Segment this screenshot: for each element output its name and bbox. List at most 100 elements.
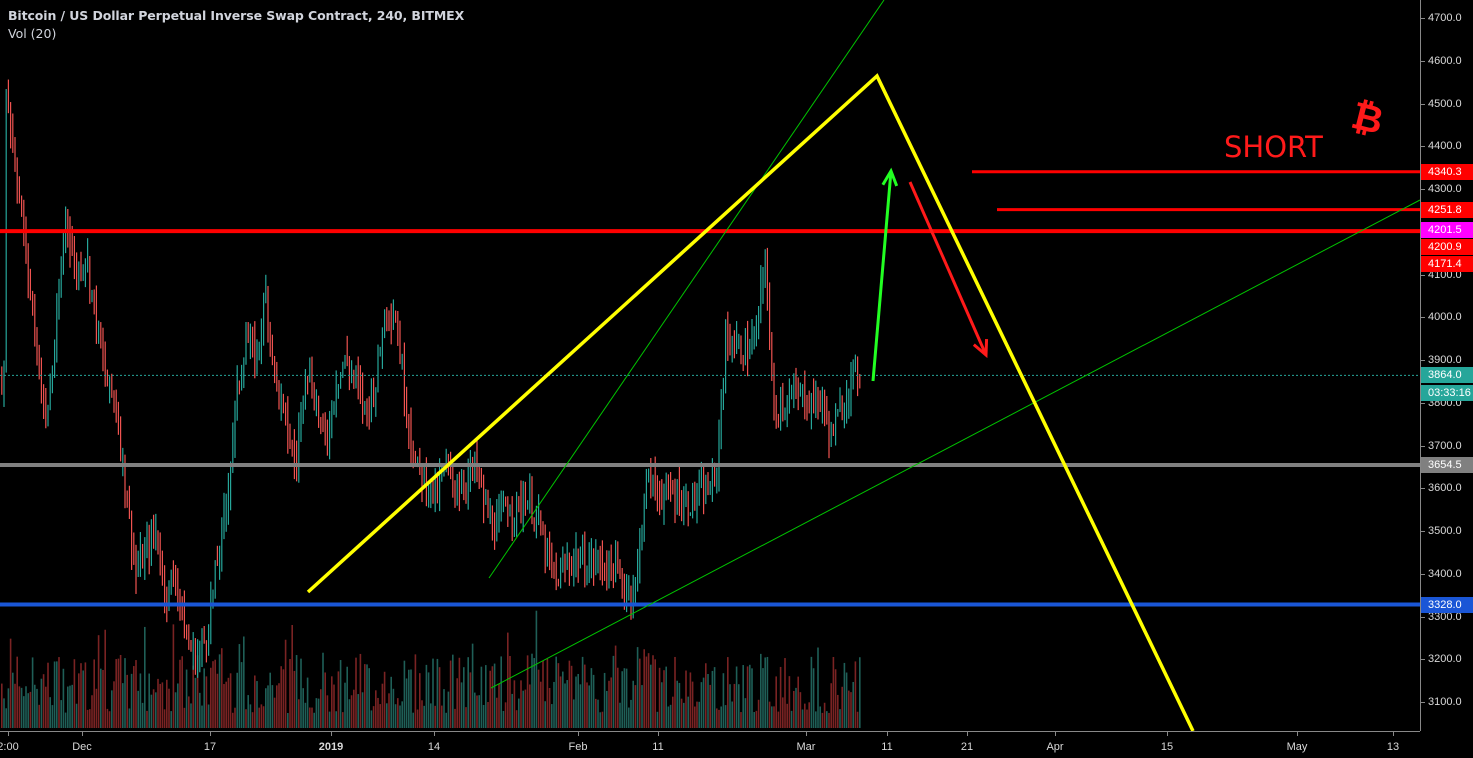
volume-bar <box>456 678 458 728</box>
candlestick-chart[interactable] <box>0 0 1420 731</box>
time-tick-label: Apr <box>1046 741 1064 753</box>
volume-bar <box>95 688 98 728</box>
volume-bar <box>390 676 392 728</box>
volume-bar <box>69 685 71 728</box>
volume-bar <box>566 680 568 728</box>
volume-bar <box>12 672 14 728</box>
time-tick-label: 17 <box>203 741 217 753</box>
volume-bar <box>581 656 584 728</box>
volume-bar <box>819 706 821 728</box>
volume-bar <box>612 655 615 728</box>
volume-bar <box>498 683 500 728</box>
volume-bar <box>166 679 168 728</box>
volume-bar <box>49 697 51 728</box>
volume-bar <box>524 689 527 728</box>
volume-bar <box>689 672 692 728</box>
volume-bar <box>236 672 238 728</box>
volume-bar <box>786 703 788 728</box>
volume-bar <box>86 709 89 728</box>
volume-bar <box>45 686 47 728</box>
volume-bar <box>744 698 747 728</box>
volume-bar <box>40 678 43 728</box>
volume-bar <box>718 709 720 728</box>
volume-bar <box>731 701 733 728</box>
volume-bar <box>529 684 531 728</box>
volume-bar <box>93 659 95 728</box>
volume-bar <box>839 709 841 728</box>
volume-bar <box>652 655 654 728</box>
volume-bar <box>746 666 749 728</box>
volume-bar <box>38 704 40 728</box>
volume-bar <box>410 669 412 728</box>
volume-bar <box>665 666 667 728</box>
volume-bar <box>749 664 751 728</box>
volume-bar <box>469 672 472 728</box>
volume-bar <box>106 708 109 728</box>
volume-bar <box>834 669 837 728</box>
price-tick-mark <box>1421 445 1425 447</box>
volume-bar <box>801 709 804 728</box>
volume-bar <box>137 690 139 728</box>
volume-bar <box>531 653 533 728</box>
volume-bar <box>128 708 131 728</box>
price-tick-mark <box>1421 531 1425 532</box>
price-tick-label: 3300.0 <box>1428 610 1462 623</box>
volume-bar <box>487 702 489 728</box>
volume-bar <box>676 680 678 728</box>
volume-bar <box>324 672 326 728</box>
volume-bar <box>355 657 357 728</box>
volume-bar <box>357 694 359 728</box>
volume-bar <box>326 695 329 728</box>
chart-pane[interactable]: Bitcoin / US Dollar Perpetual Inverse Sw… <box>0 0 1420 731</box>
volume-bar <box>480 666 483 728</box>
volume-bar <box>111 690 113 728</box>
volume-bar <box>122 683 124 728</box>
volume-bar <box>1 683 3 728</box>
volume-bar <box>661 682 663 728</box>
time-tick-mark <box>82 732 83 736</box>
time-tick-label: 15 <box>1160 741 1174 753</box>
volume-bar <box>293 670 296 728</box>
price-axis[interactable]: 4700.04600.04500.04400.04300.04200.04100… <box>1420 0 1473 731</box>
time-tick-mark <box>1167 732 1168 736</box>
volume-bar <box>238 644 241 728</box>
volume-bar <box>793 690 795 728</box>
volume-bar <box>80 663 82 728</box>
chart-title: Bitcoin / US Dollar Perpetual Inverse Sw… <box>8 8 465 23</box>
volume-bar <box>460 682 463 728</box>
volume-bar <box>511 693 513 728</box>
volume-bar <box>135 660 137 728</box>
volume-bar <box>445 712 447 728</box>
volume-bar <box>97 635 100 728</box>
price-tick-label: 4600.0 <box>1428 54 1462 67</box>
volume-indicator-label[interactable]: Vol (20) <box>8 26 57 41</box>
volume-bar <box>630 699 632 728</box>
volume-bar <box>113 681 115 728</box>
volume-bar <box>141 702 144 728</box>
volume-bar <box>333 684 335 728</box>
volume-bar <box>47 662 49 728</box>
volume-bar <box>553 681 555 728</box>
volume-bar <box>850 692 852 728</box>
price-tick-label: 3700.0 <box>1428 439 1462 452</box>
volume-bar <box>599 712 601 728</box>
volume-bar <box>841 686 843 728</box>
volume-bar <box>812 668 815 728</box>
volume-bar <box>379 704 381 728</box>
volume-bar <box>119 654 122 728</box>
volume-bar <box>799 692 802 728</box>
volume-bar <box>667 706 670 728</box>
time-axis[interactable]: 2:00 Dec 17 2019 14 Feb 11 Mar 11 21 Apr 15 May 13 <box>0 731 1420 758</box>
volume-bar <box>647 653 650 728</box>
volume-bar <box>9 638 12 728</box>
volume-bar <box>53 661 56 728</box>
volume-bar <box>218 654 221 728</box>
volume-bar <box>386 703 388 728</box>
volume-bar <box>575 676 577 728</box>
volume-bar <box>322 652 324 728</box>
volume-bar <box>240 662 243 728</box>
volume-bar <box>485 665 487 728</box>
volume-bar <box>203 668 205 728</box>
volume-bar <box>623 668 626 728</box>
volume-bar <box>493 663 496 728</box>
